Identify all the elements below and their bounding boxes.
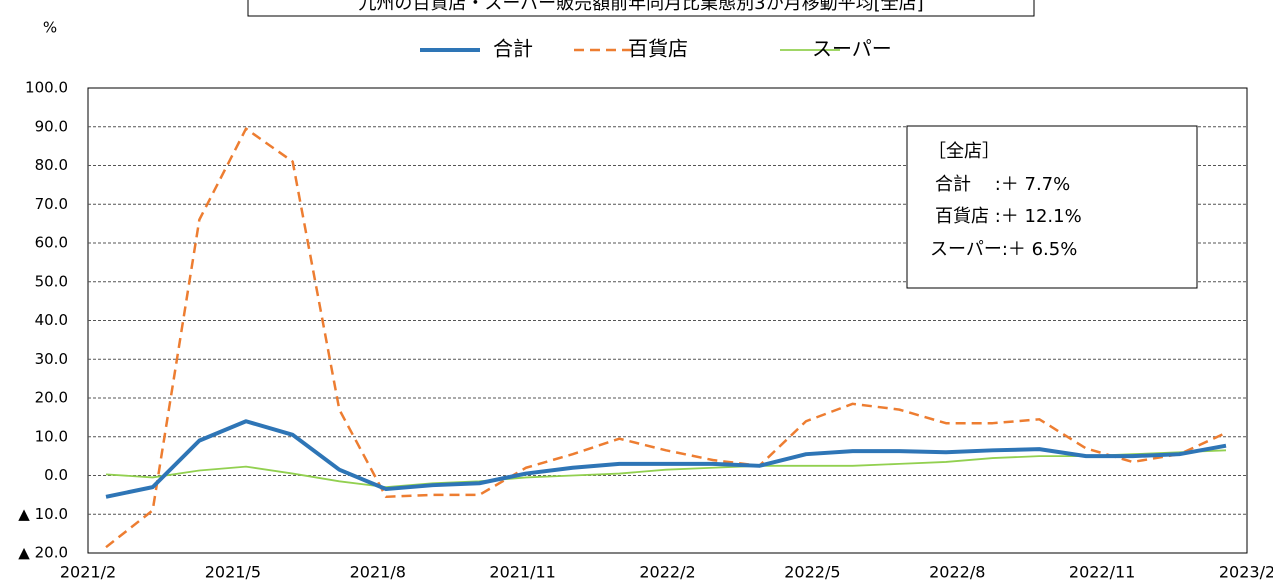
x-tick-label: 2021/11 [489, 563, 555, 582]
x-tick-label: 2021/8 [350, 563, 406, 582]
series-line [105, 127, 1227, 549]
x-tick-label: 2022/11 [1069, 563, 1135, 582]
title-box [247, 0, 1035, 17]
annotation-line: スーパー:＋ 6.5% [930, 239, 1077, 260]
x-tick-label: 2022/5 [784, 563, 840, 582]
series-line [105, 419, 1227, 499]
legend-label: 百貨店 [628, 37, 688, 61]
x-tick-label: 2022/2 [639, 563, 695, 582]
series-line [105, 449, 1227, 489]
annotation-box [906, 125, 1198, 289]
y-tick-label: 40.0 [35, 311, 68, 329]
y-tick-label: 20.0 [35, 389, 68, 407]
legend-label: 合計 [493, 37, 533, 61]
y-tick-label: 80.0 [35, 156, 68, 174]
y-tick-label: 100.0 [25, 79, 68, 97]
x-tick-label: 2021/5 [205, 563, 261, 582]
y-tick-label: 0.0 [44, 466, 68, 484]
y-tick-label: 90.0 [35, 117, 68, 135]
y-tick-label: 50.0 [35, 272, 68, 290]
annotation-line: 合計 :＋ 7.7% [935, 174, 1070, 195]
annotation-line: 百貨店 :＋ 12.1% [935, 206, 1082, 227]
y-tick-label: 60.0 [35, 234, 68, 252]
y-tick-label: 10.0 [35, 427, 68, 445]
legend-label: スーパー [812, 37, 892, 61]
y-tick-label: 30.0 [35, 350, 68, 368]
annotation-heading: ［全店］ [928, 141, 1000, 162]
y-unit: % [43, 19, 57, 37]
y-tick-label: 70.0 [35, 195, 68, 213]
x-tick-label: 2022/8 [929, 563, 985, 582]
y-tick-label: ▲ 20.0 [18, 544, 68, 562]
y-tick-label: ▲ 10.0 [18, 505, 68, 523]
x-tick-label: 2021/2 [60, 563, 116, 582]
x-tick-label: 2023/2 [1219, 563, 1273, 582]
chart-title: 九州の百貨店・スーパー販売額前年同月比業態別3か月移動平均[全店] [358, 0, 923, 14]
